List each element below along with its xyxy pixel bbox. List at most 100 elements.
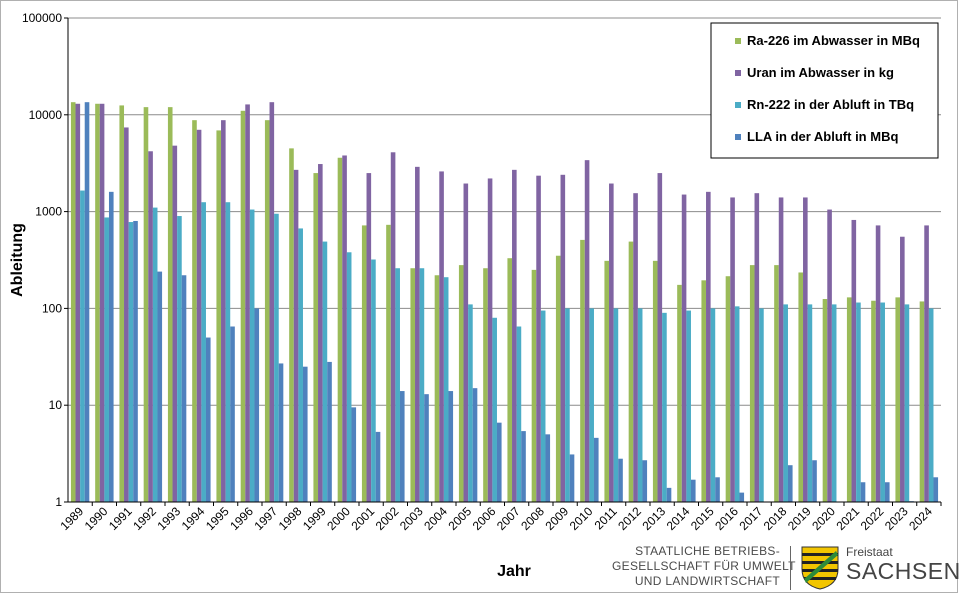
bar [366,173,372,502]
bar [734,306,740,502]
bar [928,308,934,502]
bar [487,178,493,502]
bar [322,241,328,502]
bar [458,265,464,502]
bar [710,308,716,502]
bar [633,193,638,502]
bar [468,304,473,502]
bar [108,191,114,502]
bar [375,431,381,502]
bar [560,174,566,503]
legend-label: Rn-222 in der Abluft in TBq [747,97,914,112]
bar [254,308,260,502]
legend-swatch [735,102,741,108]
bar [681,194,687,502]
bar [652,260,658,502]
org-line-3: UND LANDWIRTSCHAFT [634,574,780,588]
bar [152,207,158,502]
saxony-crest-icon [801,546,839,590]
bar [172,145,178,502]
bar [787,465,793,502]
bar [496,422,502,502]
bar [439,171,444,502]
bar [642,460,648,502]
bar [386,224,391,502]
bar [662,312,667,502]
bar [690,479,696,502]
bar [70,102,76,503]
bar [545,434,551,502]
bar [104,217,109,502]
bar [686,310,691,502]
bar [774,265,779,502]
bar [225,202,231,502]
bar [395,268,400,502]
state-logo-text: Freistaat SACHSEN [846,545,959,583]
bar [201,202,206,502]
bar [637,308,643,502]
bar [415,166,420,502]
bar [177,216,182,502]
y-tick-label: 100000 [22,11,62,25]
bar [715,477,720,502]
bar [390,152,396,502]
y-tick-label: 100 [42,301,62,315]
bar [95,103,100,502]
bar [812,460,817,502]
bar [856,302,861,502]
logo-divider [790,546,791,590]
bar [124,127,129,502]
bar [148,151,153,502]
bar [289,148,294,503]
y-tick-label: 10000 [29,108,63,122]
bar [831,304,837,502]
bar [628,241,634,502]
bar [593,437,599,502]
bar [192,120,197,503]
bar [919,301,925,502]
bar [589,308,594,502]
bar [516,326,522,502]
bar [371,259,376,502]
y-tick-labels: 1 10 100 1000 10000 100000 [22,11,62,509]
bar [900,236,905,502]
state-big-text: SACHSEN [846,558,959,584]
bar [221,120,226,503]
bar [483,268,488,502]
y-axis-title: Ableitung [9,223,26,297]
legend-box [710,22,939,159]
bar [472,388,478,502]
bar [346,252,352,502]
legend: Ra-226 im Abwasser in MBq Uran im Abwasse… [710,22,939,159]
bar [424,394,429,502]
bar [443,277,449,502]
bar [99,103,105,502]
bar [245,104,250,503]
bar [521,431,526,502]
legend-label: LLA in der Abluft in MBq [747,129,898,144]
bar [75,103,81,502]
bar [167,107,173,502]
bar [216,130,222,502]
bar [565,308,570,502]
bar [924,225,929,502]
org-line-1: STAATLICHE BETRIEBS- [635,544,780,558]
bar [730,197,735,502]
bar [875,225,881,502]
bar [803,197,808,502]
bar [884,482,890,502]
y-tick-label: 1 [55,495,62,509]
bar [351,407,357,502]
org-line-2: GESELLSCHAFT FÜR UMWELT [612,559,796,573]
bar [342,155,347,503]
organization-logo-text: STAATLICHE BETRIEBS- GESELLSCHAFT FÜR UM… [612,544,796,589]
bar [827,209,832,502]
bar [701,280,707,502]
bar [302,366,308,502]
bar [584,160,590,503]
bar [327,361,332,502]
bar [181,275,187,502]
bar [880,302,885,502]
bar [249,209,255,502]
